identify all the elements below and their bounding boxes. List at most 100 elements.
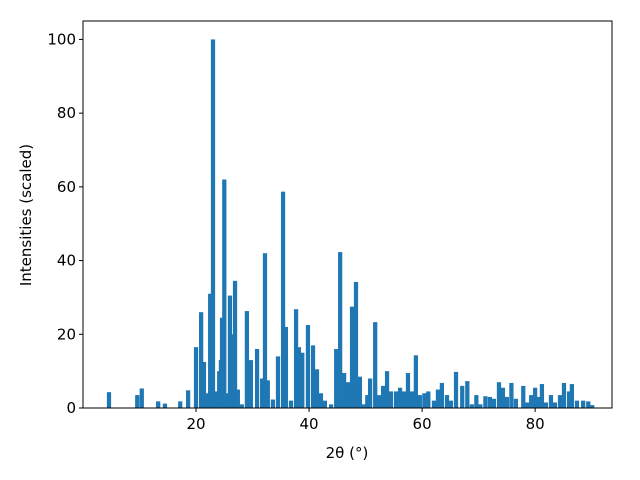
bar xyxy=(535,396,541,408)
bar xyxy=(409,391,415,408)
bar xyxy=(199,312,204,408)
bar xyxy=(235,389,240,408)
y-tick-label: 40 xyxy=(57,252,76,270)
bar xyxy=(426,391,431,408)
bar xyxy=(487,396,493,408)
bar xyxy=(248,360,253,408)
bar xyxy=(384,371,390,408)
bar xyxy=(224,393,230,408)
bar xyxy=(405,372,411,408)
bar xyxy=(244,311,250,408)
x-tick-label: 80 xyxy=(526,415,545,433)
bar xyxy=(566,391,572,408)
bar xyxy=(162,403,168,408)
bar xyxy=(469,404,474,408)
bar xyxy=(156,401,161,408)
bar xyxy=(334,349,339,408)
bar xyxy=(513,398,519,408)
bar xyxy=(178,401,183,408)
bar xyxy=(310,345,316,408)
bar xyxy=(552,402,558,408)
bar xyxy=(262,253,268,408)
bar xyxy=(227,295,233,408)
bar xyxy=(357,376,363,408)
bar xyxy=(318,393,324,408)
bar xyxy=(448,400,454,408)
x-axis-label: 2θ (°) xyxy=(326,444,369,462)
y-tick-label: 60 xyxy=(57,178,76,196)
x-tick-label: 40 xyxy=(300,415,319,433)
bar xyxy=(388,391,394,408)
y-axis-label: Intensities (scaled) xyxy=(17,144,35,286)
bar xyxy=(574,400,580,408)
bar xyxy=(106,392,112,408)
bar xyxy=(569,384,574,408)
bar xyxy=(586,401,591,408)
bar xyxy=(548,395,554,408)
bar xyxy=(529,395,534,408)
bar xyxy=(270,399,276,408)
bar xyxy=(367,378,373,408)
bar xyxy=(397,387,403,408)
bar xyxy=(422,393,427,408)
bar xyxy=(361,404,367,408)
bar xyxy=(504,396,509,408)
bar xyxy=(557,395,563,408)
bar xyxy=(345,382,351,408)
bar xyxy=(213,391,218,408)
bar xyxy=(338,252,343,408)
bar xyxy=(521,385,526,408)
bar xyxy=(232,280,238,408)
bar xyxy=(496,382,502,408)
bar xyxy=(210,39,216,409)
bar xyxy=(204,393,209,408)
bar xyxy=(444,395,450,408)
bar xyxy=(265,380,270,408)
y-tick-label: 0 xyxy=(66,399,76,417)
bar xyxy=(349,306,355,408)
bar xyxy=(230,334,235,408)
bar xyxy=(533,387,538,408)
bar xyxy=(509,382,514,408)
bar xyxy=(417,395,422,408)
bar xyxy=(561,382,567,408)
y-tick-label: 80 xyxy=(57,104,76,122)
bar xyxy=(543,402,548,408)
bar xyxy=(296,347,302,408)
bar xyxy=(193,347,199,408)
bar xyxy=(353,281,359,408)
bar xyxy=(474,395,479,408)
bar xyxy=(288,400,294,408)
bar xyxy=(300,352,305,408)
x-tick-label: 20 xyxy=(186,415,205,433)
bar xyxy=(201,361,207,408)
bar xyxy=(139,388,144,408)
bar xyxy=(460,385,465,408)
bar xyxy=(590,405,595,408)
bar xyxy=(500,387,506,408)
bar xyxy=(483,396,488,408)
bar xyxy=(377,395,382,408)
bar xyxy=(491,398,496,408)
bar xyxy=(260,378,265,408)
bar xyxy=(581,400,586,408)
bar xyxy=(525,402,530,408)
bar xyxy=(275,356,281,408)
bar xyxy=(280,191,286,408)
bar xyxy=(435,389,441,408)
bar xyxy=(328,404,334,408)
bar xyxy=(239,404,244,408)
bar xyxy=(413,355,419,408)
bar xyxy=(439,382,445,408)
bar xyxy=(293,309,299,408)
bar xyxy=(254,349,260,408)
bar xyxy=(219,317,225,408)
bar xyxy=(365,395,370,408)
bar xyxy=(539,384,545,408)
bar xyxy=(465,381,470,408)
y-tick-label: 100 xyxy=(47,30,76,48)
bar xyxy=(314,369,320,408)
bar xyxy=(373,322,378,408)
bar xyxy=(453,371,459,408)
